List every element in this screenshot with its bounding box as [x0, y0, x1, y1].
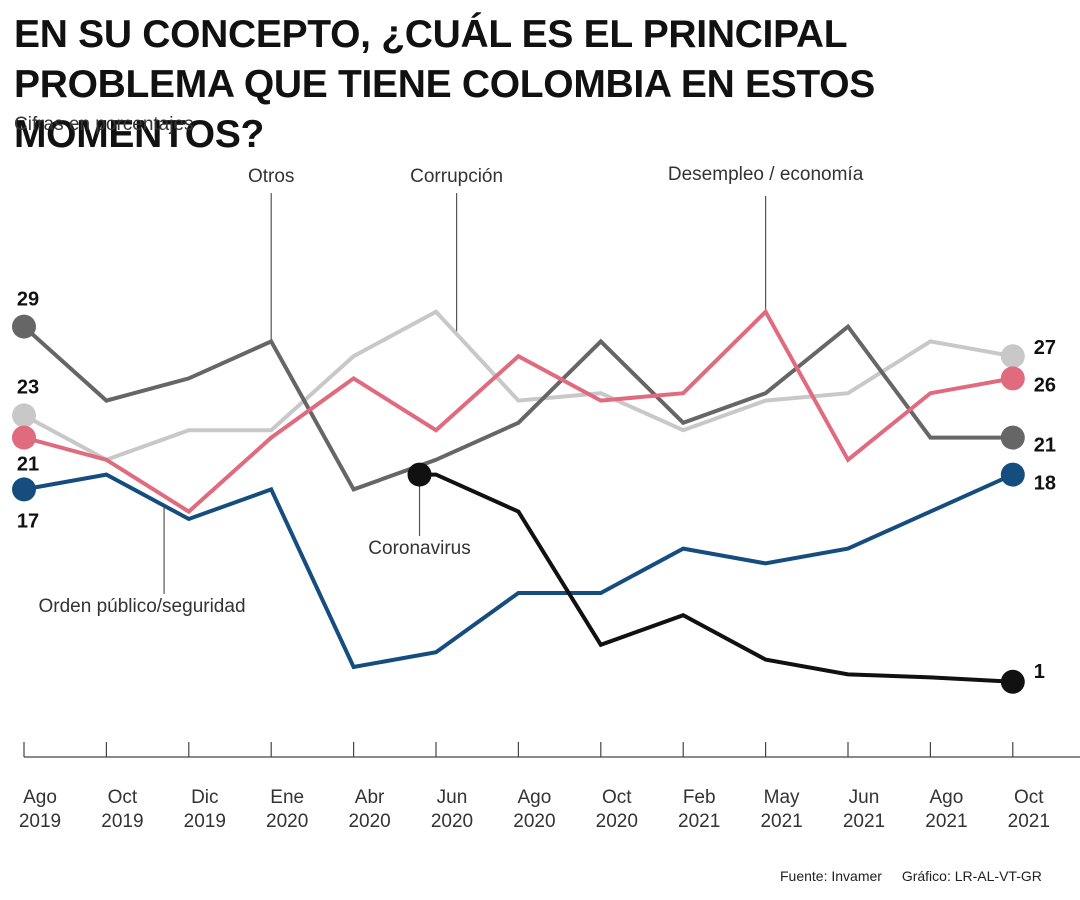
otros-line: [22, 323, 1013, 492]
corrupcion-start-value: 23: [17, 376, 39, 398]
x-tick-label-month: Dic: [191, 787, 218, 808]
x-tick-label-month: Ago: [517, 787, 551, 808]
source-text: Fuente: Invamer: [780, 868, 882, 884]
x-tick-label-year: 2020: [348, 811, 390, 832]
orden-publico-seguridad-name: Orden público/seguridad: [38, 596, 245, 617]
x-tick-label-month: Feb: [683, 787, 716, 808]
x-tick-label-month: Abr: [355, 787, 385, 808]
x-tick-label-month: Jun: [849, 787, 880, 808]
x-tick-label-month: Oct: [1014, 787, 1044, 808]
otros-start-value: 29: [17, 289, 39, 311]
x-tick-label-year: 2019: [101, 811, 143, 832]
desempleo-economia-start-value: 21: [17, 454, 39, 476]
orden-publico-seguridad-end-marker: [1000, 462, 1025, 487]
coronavirus-start-marker: [407, 462, 432, 487]
x-tick-label-year: 2020: [513, 811, 555, 832]
desempleo-economia-name: Desempleo / economía: [668, 164, 864, 185]
desempleo-economia-line: [23, 308, 1014, 515]
x-tick-label-month: Ene: [270, 787, 304, 808]
x-tick-label-year: 2021: [843, 811, 885, 832]
otros-name: Otros: [248, 166, 294, 187]
coronavirus-end-value: 1: [1034, 661, 1045, 683]
x-tick-label-month: Ago: [23, 787, 57, 808]
x-tick-label-year: 2020: [266, 811, 308, 832]
x-tick-label-month: Jun: [437, 787, 468, 808]
x-tick-label-year: 2019: [19, 811, 61, 832]
otros-end-value: 21: [1034, 435, 1056, 457]
otros-start-marker: [12, 314, 36, 339]
source-note: Fuente: Invamer Gráfico: LR-AL-VT-GR: [780, 868, 1042, 884]
x-tick-label-year: 2019: [184, 811, 226, 832]
x-tick-label-year: 2020: [431, 811, 473, 832]
x-tick-label-year: 2021: [925, 811, 967, 832]
orden-publico-seguridad-end-value: 18: [1034, 473, 1056, 495]
x-tick-label-month: May: [764, 787, 800, 808]
corrupcion-line: [23, 309, 1014, 462]
corrupcion-end-value: 27: [1034, 337, 1056, 359]
x-tick-label-year: 2020: [596, 811, 638, 832]
x-axis: Ago 2019 Oct 2019 Dic 2019 Ene 2020 Abr 2020 Jun 20…: [19, 742, 1080, 832]
x-tick-label-year: 2021: [678, 811, 720, 832]
coronavirus-line: [419, 472, 1013, 684]
desempleo-economia-end-value: 26: [1034, 374, 1056, 396]
desempleo-economia-end-marker: [1000, 366, 1025, 391]
corrupcion-end-marker: [1000, 344, 1025, 369]
orden-publico-seguridad-line: [23, 472, 1014, 670]
x-tick-label-year: 2021: [760, 811, 802, 832]
otros-end-marker: [1000, 425, 1025, 450]
x-tick-label-month: Oct: [108, 787, 138, 808]
x-tick-label-month: Ago: [929, 787, 963, 808]
chart-subtitle: Cifras en porcentajes: [14, 114, 194, 135]
credit-text: Gráfico: LR-AL-VT-GR: [901, 868, 1042, 884]
value-labels: 23 27 29 21 21 26 17 18 1: [17, 289, 1056, 683]
orden-publico-seguridad-start-value: 17: [17, 510, 39, 532]
coronavirus-end-marker: [1000, 669, 1025, 694]
chart-title: EN SU CONCEPTO, ¿CUÁL ES EL PRINCIPAL PR…: [14, 13, 875, 156]
orden-publico-seguridad-start-marker: [12, 477, 36, 502]
coronavirus-name: Coronavirus: [368, 538, 470, 559]
series-lines: [12, 308, 1025, 694]
x-tick-label-year: 2021: [1008, 811, 1050, 832]
x-tick-label-month: Oct: [602, 787, 632, 808]
desempleo-economia-start-marker: [12, 425, 36, 450]
corrupcion-name: Corrupción: [410, 166, 503, 187]
corrupcion-start-marker: [12, 403, 36, 428]
series-callouts: Corrupción Otros Desempleo / economía Orden…: [38, 164, 863, 617]
